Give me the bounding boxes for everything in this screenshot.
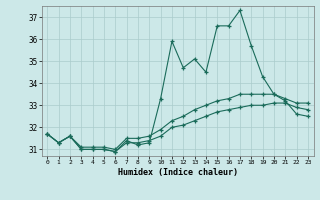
X-axis label: Humidex (Indice chaleur): Humidex (Indice chaleur) bbox=[118, 168, 237, 177]
